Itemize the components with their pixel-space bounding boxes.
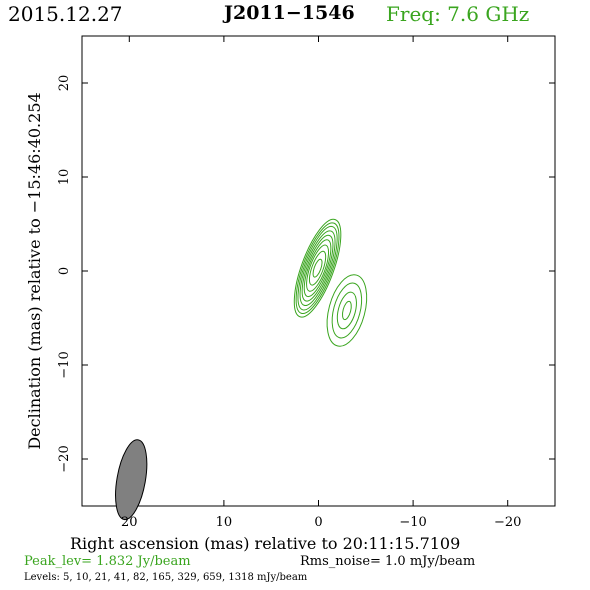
beam [115, 439, 148, 521]
jet-contour [326, 274, 368, 347]
jet-contour [331, 282, 363, 339]
observation-date: 2015.12.27 [8, 2, 123, 26]
jet-contour [341, 300, 352, 321]
axis-ticks [82, 36, 555, 506]
x-tick-label: 0 [314, 515, 322, 530]
peak-level: Peak_lev= 1.832 Jy/beam [24, 554, 191, 569]
core-contour [308, 250, 327, 286]
plot-frame [81, 35, 556, 507]
core-contour [312, 258, 323, 278]
y-tick-label: −10 [57, 351, 72, 378]
y-tick-label: 10 [57, 169, 72, 186]
tick-labels: 20 10 0 −10 −20 20 10 0 −10 −20 [57, 75, 521, 530]
jet-contour [336, 291, 357, 330]
core-contour [297, 225, 338, 311]
core-contour [306, 244, 330, 292]
core-contour [303, 239, 332, 298]
x-tick-label: 10 [216, 515, 233, 530]
x-tick-label: −10 [399, 515, 426, 530]
y-tick-label: 0 [57, 267, 72, 275]
y-axis-label: Declination (mas) relative to −15:46:40.… [25, 92, 44, 449]
core-contour [295, 222, 340, 315]
y-tick-label: −20 [57, 445, 72, 472]
x-tick-label: 20 [121, 515, 138, 530]
beam-ellipse [115, 439, 148, 521]
x-axis-label: Right ascension (mas) relative to 20:11:… [70, 534, 461, 553]
core-contour [293, 218, 342, 318]
rms-noise: Rms_noise= 1.0 mJy/beam [300, 554, 476, 569]
contours [293, 218, 368, 347]
x-tick-label: −20 [494, 515, 521, 530]
frequency-label: Freq: 7.6 GHz [386, 2, 530, 26]
core-contour [299, 230, 336, 306]
y-tick-label: 20 [57, 75, 72, 92]
source-name: J2011−1546 [224, 2, 355, 24]
core-contour [301, 234, 334, 302]
plot-border [81, 35, 556, 507]
contour-levels: Levels: 5, 10, 21, 41, 82, 165, 329, 659… [24, 572, 308, 583]
